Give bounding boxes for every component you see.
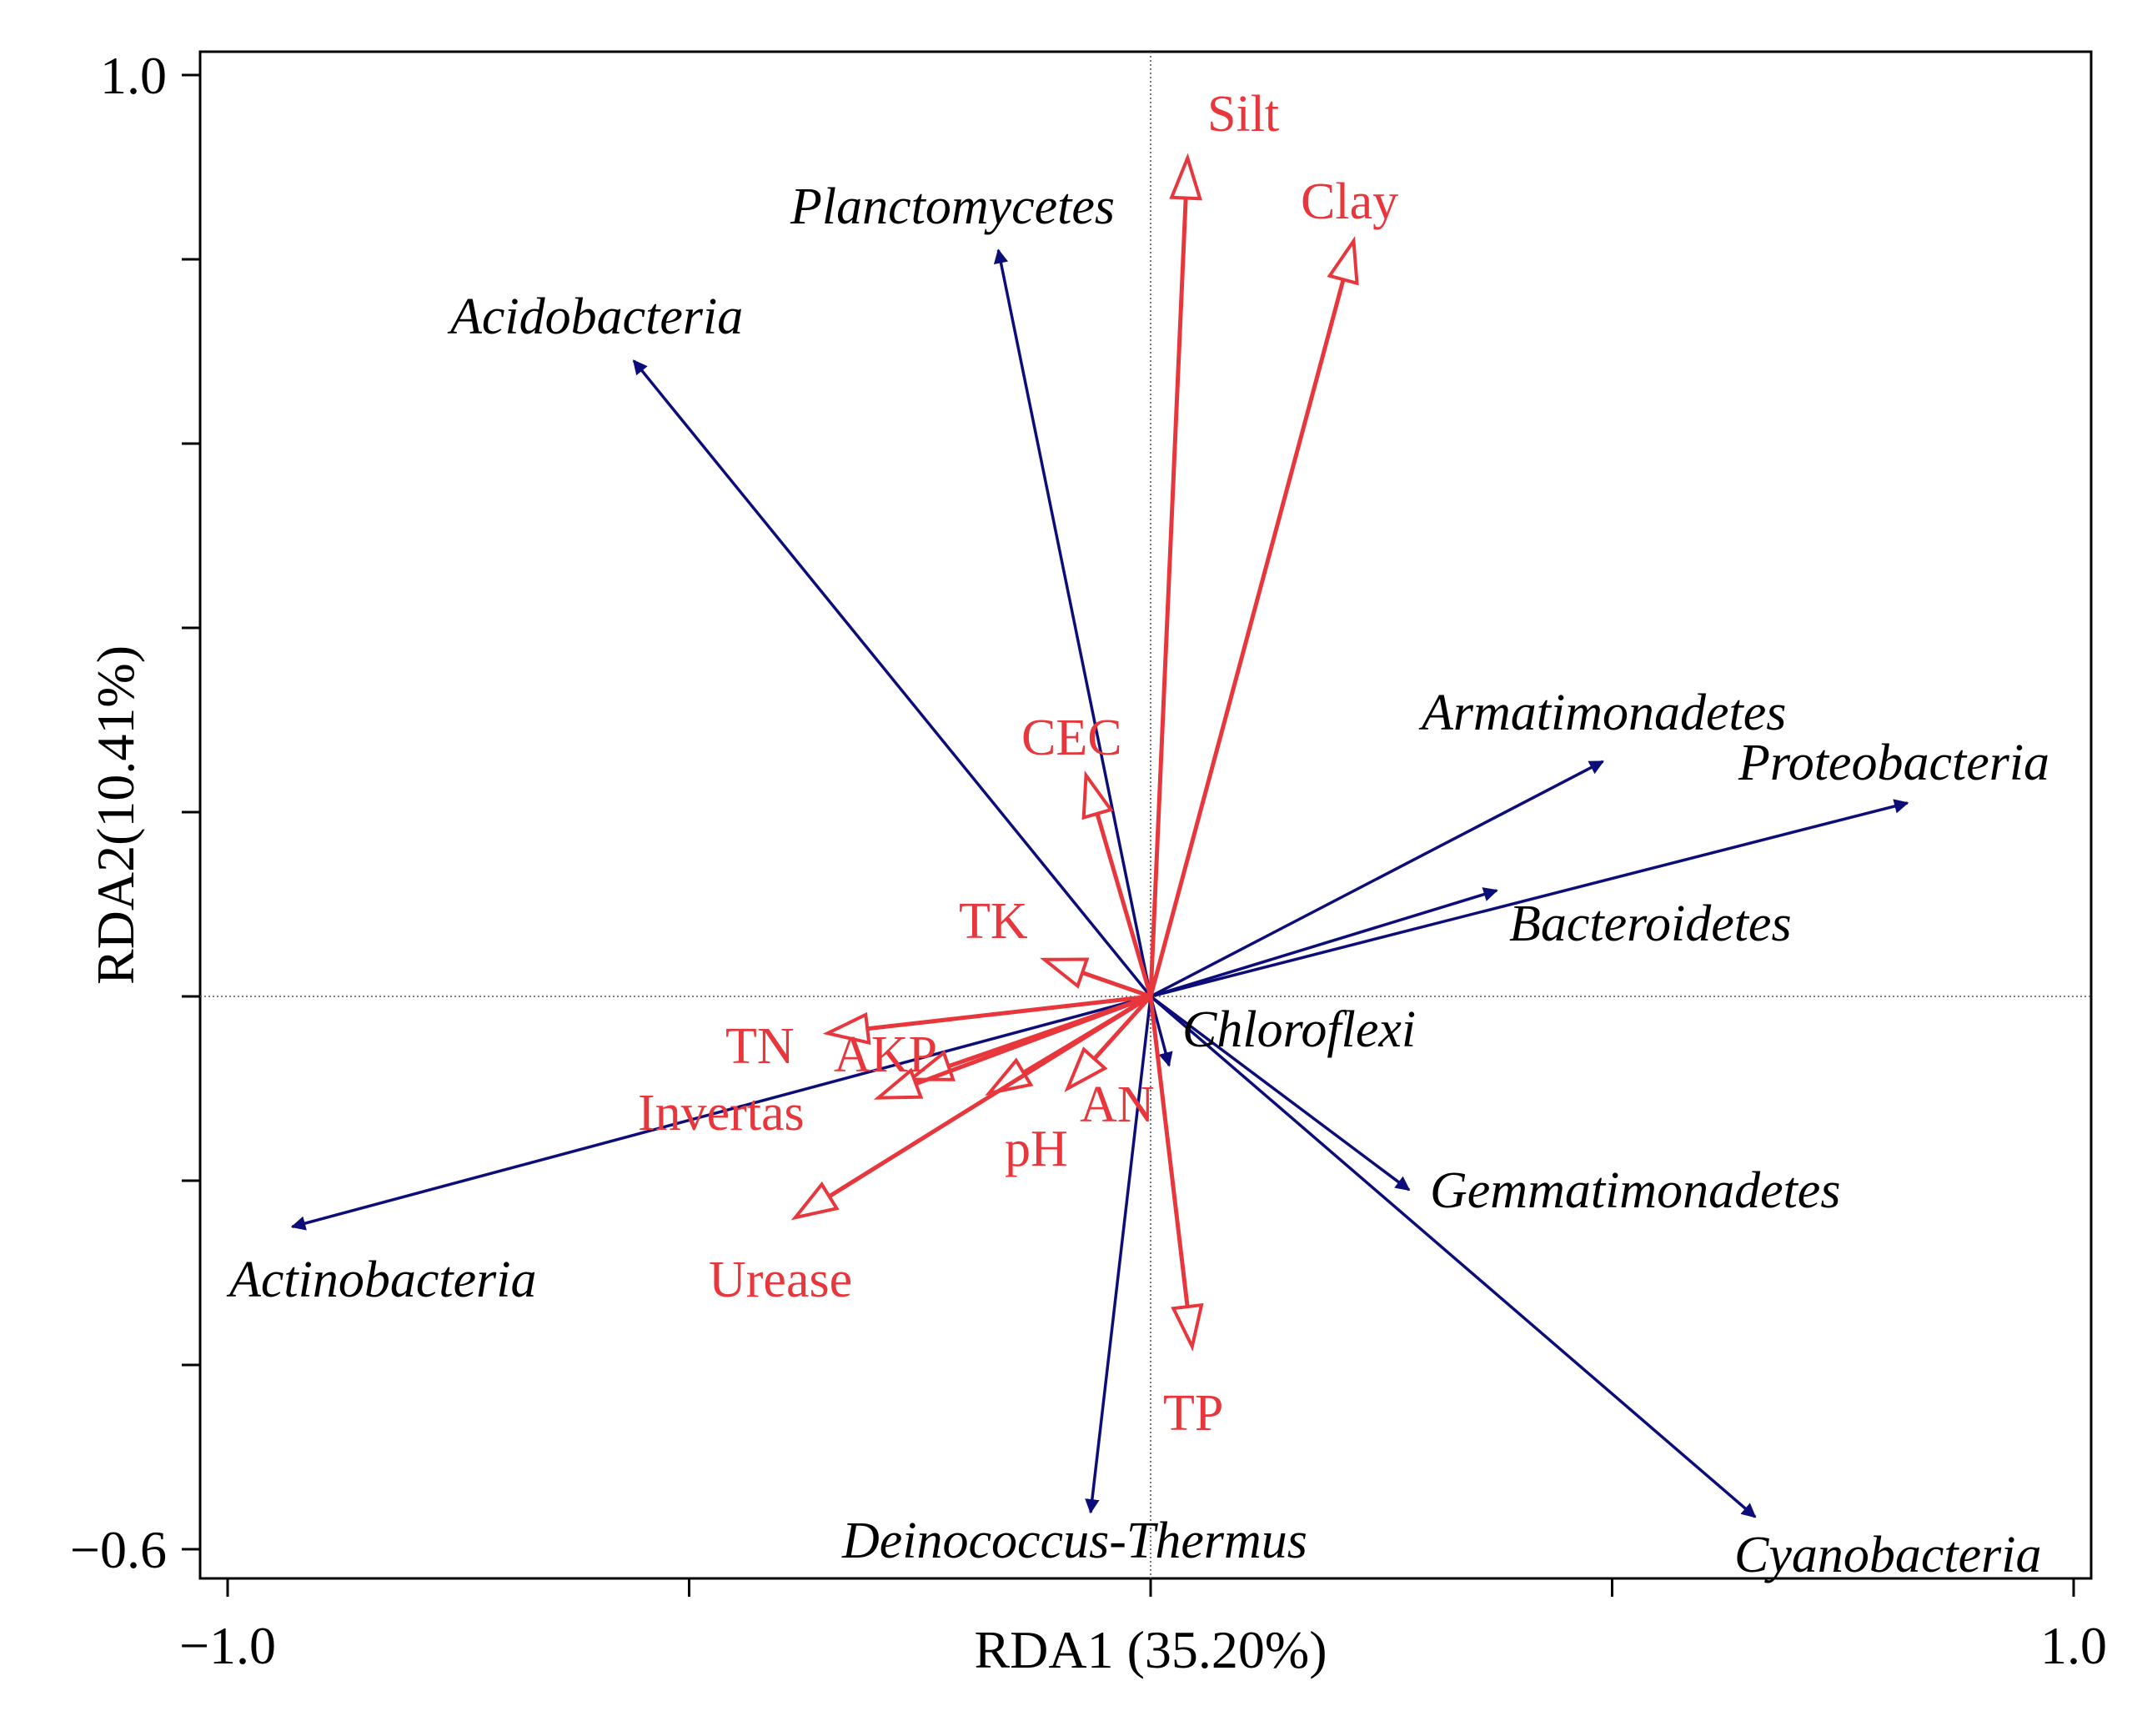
y-tick-label: 1.0	[100, 46, 167, 105]
species-arrow-acidobacteria	[632, 359, 1152, 998]
env-arrowhead-tp	[1171, 1302, 1204, 1352]
y-axis-title: RDA2(10.41%)	[86, 645, 145, 985]
vector-labels: Planctomycetes Acidobacteria Armatimonadet…	[226, 86, 2049, 1583]
env-arrow-urease	[828, 994, 1152, 1198]
species-label-planctomycetes: Planctomycetes	[790, 178, 1115, 235]
species-label-gemmatimonadetes: Gemmatimonadetes	[1430, 1162, 1840, 1219]
species-arrow-cyanobacteria	[1149, 995, 1757, 1518]
plot-frame	[198, 50, 2093, 1580]
env-arrow-silt	[1148, 198, 1188, 997]
reference-lines	[200, 52, 2091, 1578]
env-label-invertas: Invertas	[638, 1085, 805, 1141]
species-arrow-gemmatimonadetes	[1149, 995, 1411, 1192]
env-arrow-tn	[866, 994, 1151, 1031]
env-arrow-an	[1092, 995, 1152, 1061]
species-label-deinococcus-thermus: Deinococcus-Thermus	[841, 1513, 1307, 1569]
environment-vectors	[790, 153, 1359, 1352]
env-label-an: AN	[1080, 1076, 1155, 1133]
species-label-cyanobacteria: Cyanobacteria	[1734, 1527, 2042, 1583]
species-arrow-proteobacteria	[1150, 799, 1909, 998]
env-arrow-invertas	[915, 994, 1151, 1086]
env-label-tk: TK	[959, 893, 1028, 950]
env-label-cec: CEC	[1021, 710, 1122, 766]
env-label-ph: pH	[1005, 1121, 1068, 1177]
env-arrow-tk	[1081, 971, 1151, 999]
x-axis-title: RDA1 (35.20%)	[974, 1620, 1327, 1679]
species-label-armatimonadetes: Armatimonadetes	[1418, 685, 1786, 741]
env-arrow-clay	[1148, 278, 1346, 997]
env-arrowhead-an	[1064, 1046, 1108, 1092]
species-label-proteobacteria: Proteobacteria	[1738, 735, 2049, 791]
species-label-chloroflexi: Chloroflexi	[1182, 1001, 1416, 1058]
species-label-acidobacteria: Acidobacteria	[447, 288, 743, 345]
env-arrowhead-clay	[1327, 236, 1359, 286]
species-arrow-armatimonadetes	[1150, 760, 1604, 998]
plot-border	[198, 50, 2093, 1580]
species-label-actinobacteria: Actinobacteria	[226, 1252, 536, 1308]
env-arrowhead-tk	[1040, 957, 1090, 989]
axis-ticks: −1.0 1.0 1.0 −0.6	[70, 46, 2107, 1675]
env-label-tp: TP	[1163, 1385, 1223, 1442]
env-arrowhead-urease	[790, 1181, 840, 1221]
species-arrow-planctomycetes	[993, 248, 1152, 997]
env-arrowhead-silt	[1169, 153, 1202, 201]
env-arrowhead-tn	[822, 1011, 871, 1046]
species-arrow-actinobacteria	[290, 995, 1151, 1231]
env-arrowhead-invertas	[873, 1067, 924, 1100]
species-arrow-bacteroidetes	[1150, 887, 1498, 998]
env-arrow-cec	[1095, 813, 1153, 997]
species-vectors	[290, 248, 1909, 1518]
env-arrowhead-cec	[1081, 770, 1114, 820]
axis-labels: RDA1 (35.20%) RDA2(10.41%)	[86, 645, 1327, 1679]
species-arrow-deinococcus-thermus	[1085, 996, 1152, 1514]
env-label-clay: Clay	[1301, 173, 1398, 230]
env-arrow-tp	[1148, 996, 1190, 1307]
env-arrowhead-ph	[985, 1057, 1034, 1096]
env-label-akp: AKP	[834, 1026, 937, 1083]
x-tick-label: −1.0	[179, 1616, 276, 1675]
env-label-silt: Silt	[1207, 86, 1279, 143]
species-label-bacteroidetes: Bacteroidetes	[1509, 896, 1792, 952]
x-tick-label: 1.0	[2040, 1616, 2107, 1675]
env-label-tn: TN	[725, 1018, 795, 1075]
y-tick-label: −0.6	[70, 1520, 167, 1579]
env-label-urease: Urease	[709, 1252, 852, 1308]
